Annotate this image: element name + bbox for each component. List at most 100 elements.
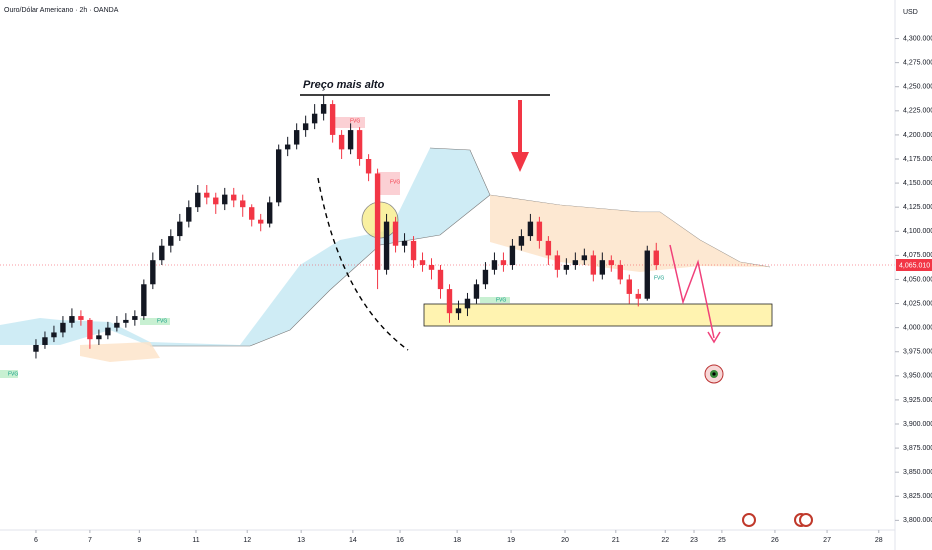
candle-body (644, 250, 650, 299)
fvg-box (330, 117, 365, 128)
cloud-line (150, 194, 491, 347)
candle-body (437, 269, 444, 290)
candle-body (69, 316, 75, 323)
y-tick-label: 4,075.000 (903, 252, 932, 259)
candle-body (329, 104, 336, 135)
y-tick-label: 3,825.000 (903, 493, 932, 500)
candle-body (383, 221, 390, 270)
candle-body (96, 335, 102, 340)
candle-body (356, 130, 363, 159)
candle-body (491, 260, 498, 270)
candle-body (275, 149, 282, 203)
x-tick-label: 25 (718, 537, 726, 544)
y-tick-label: 3,800.000 (903, 517, 932, 524)
candle-body (60, 322, 66, 333)
candle-body (33, 344, 39, 352)
x-tick-label: 16 (396, 537, 404, 544)
candle-body (392, 221, 399, 246)
candle-body (635, 293, 641, 299)
candle-body (563, 265, 570, 270)
last-price-box (896, 259, 932, 271)
candle-body (599, 260, 606, 275)
candle-body (141, 284, 147, 317)
candle-body (195, 192, 201, 208)
candle-body (284, 144, 291, 150)
fvg-box (140, 318, 170, 325)
x-tick-label: 21 (612, 537, 620, 544)
candle-body (222, 194, 228, 205)
candle-body (545, 240, 552, 256)
candle-body (320, 104, 327, 114)
y-tick-label: 4,125.000 (903, 204, 932, 211)
y-tick-label: 4,300.000 (903, 35, 932, 42)
y-tick-label: 3,975.000 (903, 349, 932, 356)
x-tick-label: 19 (507, 537, 515, 544)
candle-body (365, 159, 372, 174)
event-icon (799, 513, 813, 527)
last-price-label: 4,065.010 (899, 262, 930, 269)
x-tick-label: 26 (771, 537, 779, 544)
eye-icon (712, 372, 716, 376)
candle-body (302, 123, 309, 131)
y-tick-label: 3,925.000 (903, 397, 932, 404)
candle-body (186, 207, 192, 222)
y-tick-label: 4,200.000 (903, 132, 932, 139)
candle-body (78, 316, 84, 320)
candle-body (518, 236, 525, 246)
y-tick-label: 3,950.000 (903, 373, 932, 380)
fvg-label: FVG (390, 179, 400, 185)
forecast-arrow (707, 331, 721, 344)
candle-body (653, 250, 659, 265)
candle-body (204, 192, 210, 198)
candle-body (87, 319, 93, 340)
x-tick-label: 11 (192, 537, 199, 544)
y-tick-label: 4,175.000 (903, 156, 932, 163)
y-tick-label: 4,050.000 (903, 276, 932, 283)
chart-title: Ouro/Dólar Americano · 2h · OANDA (4, 7, 119, 14)
candle-body (419, 260, 426, 265)
y-tick-label: 3,850.000 (903, 469, 932, 476)
candle-body (455, 308, 462, 314)
fvg-label: FVG (350, 118, 360, 124)
dashed-arc (317, 177, 409, 351)
candle-body (240, 200, 246, 208)
candle-body (249, 207, 255, 220)
candle-body (608, 260, 615, 265)
candle-body (177, 221, 183, 237)
fvg-label: FVG (157, 318, 167, 324)
fvg-box (480, 297, 510, 303)
y-tick-label: 4,225.000 (903, 108, 932, 115)
candle-body (293, 130, 300, 145)
candle-body (338, 134, 345, 150)
x-tick-label: 27 (823, 537, 831, 544)
x-tick-label: 9 (137, 537, 141, 544)
x-tick-label: 22 (661, 537, 669, 544)
candle-body (258, 219, 264, 224)
candle-body (114, 322, 120, 328)
down-arrow-head (511, 152, 529, 172)
candle-body (105, 327, 111, 336)
fvg-label: FVG (654, 275, 664, 281)
candle-body (267, 202, 273, 224)
fvg-box (0, 370, 18, 378)
candle-body (374, 173, 381, 270)
x-tick-label: 28 (875, 537, 883, 544)
y-tick-label: 4,250.000 (903, 84, 932, 91)
candle-body (123, 319, 129, 323)
x-tick-label: 7 (88, 537, 92, 544)
candle-body (581, 255, 588, 261)
candle-body (150, 260, 156, 285)
event-icon (742, 513, 756, 527)
cloud-orange (490, 195, 770, 272)
x-tick-label: 18 (453, 537, 461, 544)
cloud-orange (80, 342, 160, 362)
x-tick-label: 20 (561, 537, 569, 544)
fvg-label: FVG (8, 371, 18, 377)
candle-body (168, 236, 174, 246)
candle-body (132, 316, 138, 320)
candle-body (231, 194, 237, 201)
candle-body (446, 289, 453, 314)
candle-body (347, 130, 354, 150)
